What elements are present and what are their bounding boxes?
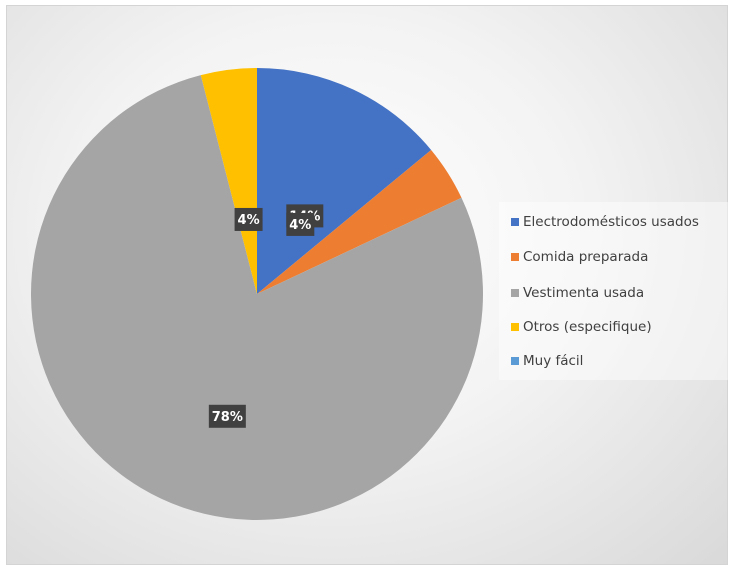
legend-swatch	[511, 323, 519, 331]
data-label-box	[286, 212, 315, 236]
legend-item-otros: Otros (especifique)	[511, 319, 652, 335]
data-label-box	[234, 207, 263, 231]
legend-item-comida: Comida preparada	[511, 249, 648, 265]
legend-label: Vestimenta usada	[523, 285, 645, 301]
data-label-text: 4%	[238, 213, 260, 228]
pie-slice	[257, 149, 462, 294]
legend-label: Comida preparada	[523, 249, 649, 265]
data-label: 4%	[234, 207, 263, 231]
legend-swatch	[511, 289, 519, 297]
pie-slice	[257, 68, 432, 294]
legend-item-vestimenta: Vestimenta usada	[511, 285, 644, 301]
data-label-box	[208, 404, 246, 428]
data-label: 4%	[286, 212, 315, 236]
data-label-text: 4%	[289, 218, 311, 233]
legend-swatch	[511, 357, 519, 365]
legend-item-muy-facil: Muy fácil	[511, 353, 583, 369]
data-label-text: 78%	[212, 410, 243, 425]
data-label: 78%	[208, 404, 246, 428]
legend: Electrodomésticos usados Comida preparad…	[499, 202, 729, 380]
legend-swatch	[511, 253, 519, 261]
legend-swatch	[511, 218, 519, 226]
legend-label: Muy fácil	[523, 353, 584, 369]
pie-slice	[200, 68, 257, 294]
legend-label: Electrodomésticos usados	[523, 214, 699, 230]
legend-item-electrodomesticos: Electrodomésticos usados	[511, 214, 699, 230]
pie-slice	[30, 75, 484, 520]
legend-label: Otros (especifique)	[523, 319, 652, 335]
